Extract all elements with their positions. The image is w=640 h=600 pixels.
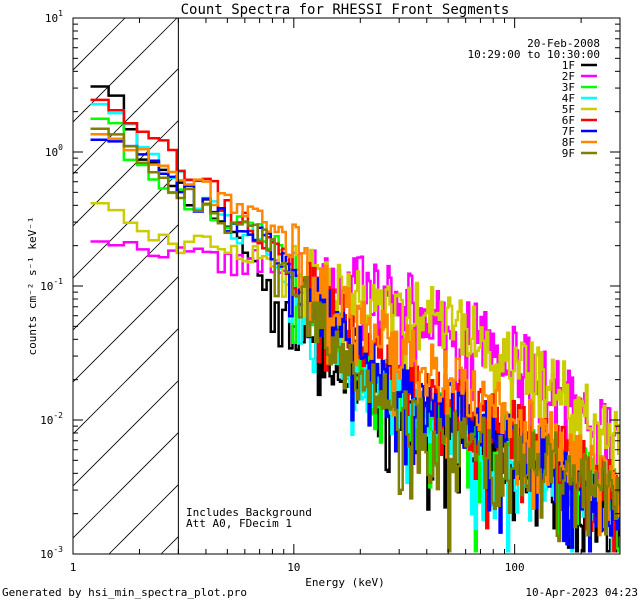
series-line-8F (90, 132, 620, 537)
hatch-line (73, 276, 179, 383)
x-tick-label: 1 (70, 561, 77, 574)
y-tick-label: 101 (45, 9, 63, 25)
legend-label-2F: 2F (562, 70, 575, 83)
y-axis-label: counts cm⁻² s⁻¹ keV⁻¹ (26, 216, 39, 355)
series-line-9F (90, 127, 620, 553)
legend-label-5F: 5F (562, 103, 575, 116)
legend-label-7F: 7F (562, 125, 575, 138)
annotation-attenuator: Att A0, FDecim 1 (186, 517, 292, 530)
generated-by-label: Generated by hsi_min_spectra_plot.pro (2, 586, 247, 599)
series-line-7F (90, 138, 620, 553)
timestamp-label: 10-Apr-2023 04:23 (525, 586, 638, 599)
hatch-line (73, 432, 179, 539)
y-tick-label: 100 (45, 143, 63, 159)
legend-label-8F: 8F (562, 136, 575, 149)
legend-label-6F: 6F (562, 114, 575, 127)
hatch-line (73, 224, 179, 331)
hatch-line (629, 18, 640, 554)
time-range-label: 10:29:00 to 10:30:00 (468, 48, 600, 61)
legend-label-4F: 4F (562, 92, 575, 105)
axis-ticks: 1 10 100 10-3 10-2 10-1 100 101 (40, 9, 621, 574)
legend-label-3F: 3F (562, 81, 575, 94)
legend-label-9F: 9F (562, 147, 575, 160)
chart-title: Count Spectra for RHESSI Front Segments (181, 2, 510, 18)
y-tick-label: 10-2 (40, 411, 63, 427)
hatch-line (73, 68, 179, 175)
hatch-line (73, 18, 178, 123)
y-tick-label: 10-3 (40, 545, 63, 561)
hatch-line (73, 18, 126, 71)
x-axis-label: Energy (keV) (305, 576, 384, 589)
hatched-region (73, 18, 640, 554)
hatch-line (73, 380, 179, 487)
y-tick-label: 10-1 (40, 277, 63, 293)
legend-label-1F: 1F (562, 59, 575, 72)
series-line-5F (90, 201, 620, 488)
x-tick-label: 10 (287, 561, 300, 574)
series-group (90, 85, 620, 553)
x-tick-label: 100 (505, 561, 525, 574)
annotation-background: Includes Background (186, 506, 312, 519)
date-label: 20-Feb-2008 (527, 37, 600, 50)
